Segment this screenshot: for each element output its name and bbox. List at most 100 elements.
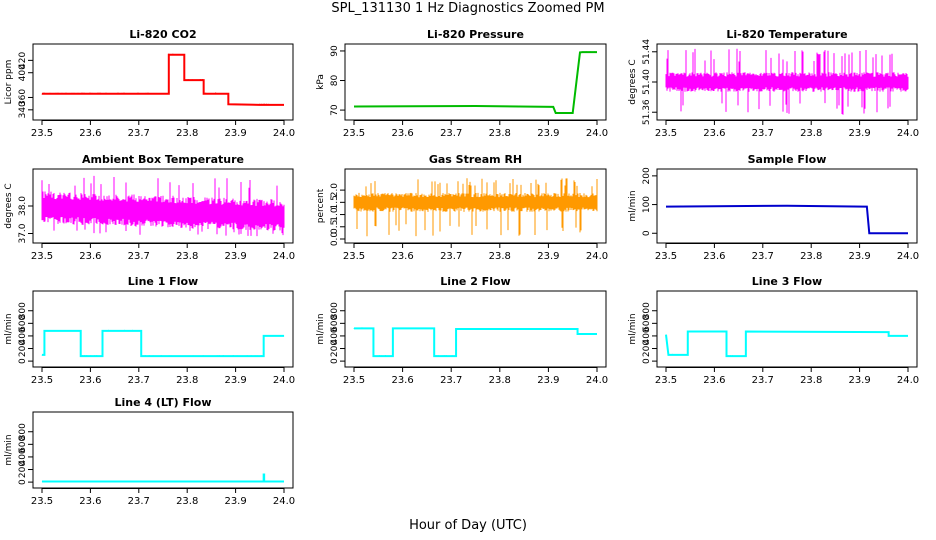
series-noise bbox=[555, 51, 597, 114]
y-tick-label: 0.5 bbox=[330, 220, 340, 234]
y-axis-label: Licor ppm bbox=[4, 60, 14, 105]
x-tick-label: 23.9 bbox=[848, 128, 870, 139]
series-noise bbox=[667, 330, 908, 357]
x-tick-label: 23.9 bbox=[848, 251, 870, 262]
y-tick-label: 360 bbox=[18, 89, 28, 106]
y-tick-label: 2.0 bbox=[330, 183, 340, 198]
y-tick-label: 51.36 bbox=[642, 99, 652, 125]
chart-panel: Line 1 Flow 23.5 23.6 23.7 23.8 23.9 24.0 02004… bbox=[4, 275, 295, 386]
x-tick-label: 23.7 bbox=[440, 375, 462, 386]
plot-frame bbox=[32, 411, 294, 489]
y-tick-label: 800 bbox=[330, 302, 340, 319]
x-tick-label: 23.9 bbox=[224, 375, 246, 386]
series-group bbox=[353, 178, 598, 237]
x-tick-label: 23.8 bbox=[489, 251, 511, 262]
series-line bbox=[353, 51, 597, 115]
x-tick-label: 23.6 bbox=[391, 128, 413, 139]
x-tick-label: 23.7 bbox=[440, 251, 462, 262]
chart-panel: Li-820 CO2 23.5 23.6 23.7 23.8 23.9 24.0 340360… bbox=[4, 28, 295, 139]
y-tick-label: 600 bbox=[642, 314, 652, 331]
y-axis-label: ml/min bbox=[4, 434, 14, 465]
chart-panel: Line 2 Flow 23.5 23.6 23.7 23.8 23.9 24.0 02004… bbox=[316, 275, 608, 386]
chart-panel: Gas Stream RH 23.5 23.6 23.7 23.8 23.9 24.0 0.0… bbox=[316, 153, 608, 262]
y-tick-label: 800 bbox=[18, 302, 28, 319]
x-tick-label: 23.8 bbox=[800, 375, 822, 386]
y-tick-label: 0 bbox=[18, 479, 28, 485]
series-group bbox=[41, 473, 284, 483]
y-axis-label: ml/min bbox=[4, 313, 14, 344]
x-tick-label: 23.5 bbox=[31, 128, 53, 139]
y-tick-label: 600 bbox=[18, 314, 28, 331]
series-noise bbox=[41, 329, 285, 357]
x-tick-label: 23.9 bbox=[224, 128, 246, 139]
x-tick-label: 23.8 bbox=[800, 251, 822, 262]
series-noise bbox=[353, 327, 597, 357]
y-tick-label: 0 bbox=[330, 358, 340, 364]
x-tick-label: 23.5 bbox=[655, 375, 677, 386]
panel-title: Line 1 Flow bbox=[128, 275, 198, 288]
x-tick-label: 23.8 bbox=[489, 375, 511, 386]
y-tick-label: 400 bbox=[330, 327, 340, 344]
x-tick-label: 23.6 bbox=[703, 128, 725, 139]
x-axis-title: Hour of Day (UTC) bbox=[409, 518, 527, 533]
x-tick-label: 24.0 bbox=[897, 375, 919, 386]
panel-title: Li-820 Pressure bbox=[427, 28, 524, 41]
y-tick-label: 0 bbox=[642, 358, 652, 364]
x-tick-label: 24.0 bbox=[273, 496, 295, 507]
x-tick-label: 23.8 bbox=[176, 375, 198, 386]
y-tick-label: 800 bbox=[642, 302, 652, 319]
x-tick-label: 24.0 bbox=[897, 251, 919, 262]
y-tick-label: 1.5 bbox=[330, 195, 340, 209]
y-tick-label: 400 bbox=[642, 327, 652, 344]
series-line bbox=[42, 53, 284, 106]
series-group bbox=[665, 204, 908, 235]
chart-panel: Ambient Box Temperature 23.5 23.6 23.7 23.8 2… bbox=[4, 153, 295, 262]
x-tick-label: 23.8 bbox=[176, 251, 198, 262]
y-axis-label: percent bbox=[316, 188, 326, 223]
chart-panel: Line 4 (LT) Flow 23.5 23.6 23.7 23.8 23.9 24.0… bbox=[4, 396, 295, 507]
x-tick-label: 23.8 bbox=[176, 496, 198, 507]
x-tick-label: 23.9 bbox=[537, 251, 559, 262]
x-tick-label: 23.8 bbox=[176, 128, 198, 139]
y-tick-label: 1.0 bbox=[330, 207, 340, 222]
x-tick-label: 23.6 bbox=[703, 251, 725, 262]
x-tick-label: 23.9 bbox=[537, 375, 559, 386]
x-tick-label: 23.9 bbox=[537, 128, 559, 139]
chart-panel: Li-820 Temperature 23.5 23.6 23.7 23.8 23.9 24… bbox=[628, 28, 919, 139]
x-tick-label: 23.5 bbox=[343, 375, 365, 386]
y-tick-label: 600 bbox=[330, 314, 340, 331]
x-tick-label: 23.7 bbox=[752, 251, 774, 262]
x-tick-label: 23.5 bbox=[31, 496, 53, 507]
series-group bbox=[41, 175, 285, 237]
panel-title: Gas Stream RH bbox=[429, 153, 522, 166]
y-tick-label: 600 bbox=[18, 435, 28, 452]
series-band bbox=[665, 48, 909, 115]
panel-title: Line 3 Flow bbox=[752, 275, 822, 288]
series-group bbox=[665, 330, 908, 358]
x-tick-label: 23.6 bbox=[79, 496, 101, 507]
panel-title: Li-820 CO2 bbox=[129, 28, 196, 41]
chart-panel: Line 3 Flow 23.5 23.6 23.7 23.8 23.9 24.0 02004… bbox=[628, 275, 919, 386]
y-tick-label: 340 bbox=[18, 101, 28, 118]
y-tick-label: 200 bbox=[18, 340, 28, 357]
y-tick-label: 400 bbox=[18, 64, 28, 81]
x-tick-label: 23.7 bbox=[752, 128, 774, 139]
y-axis-label: ml/min bbox=[628, 313, 638, 344]
x-tick-label: 23.9 bbox=[224, 496, 246, 507]
y-tick-label: 200 bbox=[330, 340, 340, 357]
series-line bbox=[665, 330, 908, 358]
chart-panels: Li-820 CO2 23.5 23.6 23.7 23.8 23.9 24.0 340360… bbox=[4, 28, 919, 507]
series-line bbox=[354, 327, 597, 358]
y-tick-label: 37.0 bbox=[18, 223, 28, 243]
panel-title: Ambient Box Temperature bbox=[82, 153, 244, 166]
x-tick-label: 24.0 bbox=[897, 128, 919, 139]
x-tick-label: 23.9 bbox=[224, 251, 246, 262]
series-line bbox=[665, 204, 908, 235]
chart-panel: Li-820 Pressure 23.5 23.6 23.7 23.8 23.9 24.0 7… bbox=[316, 28, 608, 139]
y-tick-label: 100 bbox=[642, 196, 652, 213]
series-group bbox=[41, 53, 284, 106]
x-tick-label: 23.5 bbox=[31, 251, 53, 262]
x-tick-label: 23.6 bbox=[703, 375, 725, 386]
x-tick-label: 23.5 bbox=[343, 251, 365, 262]
series-band bbox=[41, 175, 285, 237]
